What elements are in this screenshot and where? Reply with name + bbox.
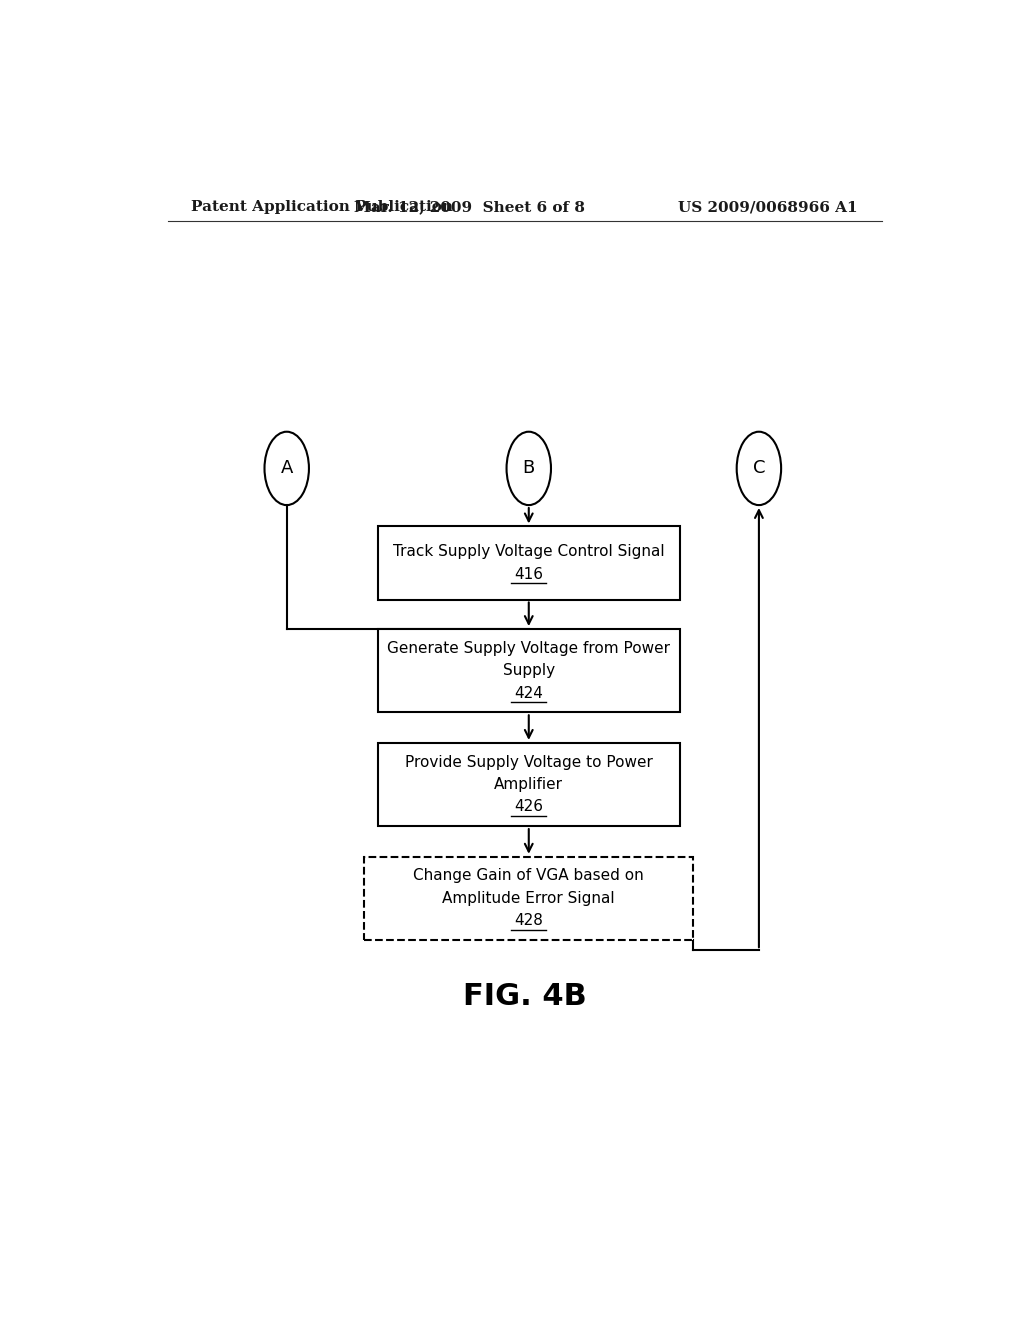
Text: US 2009/0068966 A1: US 2009/0068966 A1 [679, 201, 858, 214]
Text: Mar. 12, 2009  Sheet 6 of 8: Mar. 12, 2009 Sheet 6 of 8 [353, 201, 585, 214]
FancyBboxPatch shape [378, 743, 680, 826]
Text: Generate Supply Voltage from Power: Generate Supply Voltage from Power [387, 640, 671, 656]
Text: 416: 416 [514, 566, 544, 582]
Text: Change Gain of VGA based on: Change Gain of VGA based on [414, 869, 644, 883]
Text: Amplifier: Amplifier [495, 777, 563, 792]
Text: Provide Supply Voltage to Power: Provide Supply Voltage to Power [404, 755, 652, 770]
Text: Amplitude Error Signal: Amplitude Error Signal [442, 891, 615, 906]
Text: FIG. 4B: FIG. 4B [463, 982, 587, 1011]
Text: Track Supply Voltage Control Signal: Track Supply Voltage Control Signal [393, 544, 665, 560]
Text: 428: 428 [514, 913, 543, 928]
FancyBboxPatch shape [365, 857, 693, 940]
Text: 424: 424 [514, 685, 543, 701]
Text: A: A [281, 459, 293, 478]
Text: 426: 426 [514, 800, 544, 814]
Text: C: C [753, 459, 765, 478]
Text: B: B [522, 459, 535, 478]
FancyBboxPatch shape [378, 630, 680, 713]
Text: Patent Application Publication: Patent Application Publication [191, 201, 454, 214]
FancyBboxPatch shape [378, 527, 680, 599]
Text: Supply: Supply [503, 663, 555, 678]
